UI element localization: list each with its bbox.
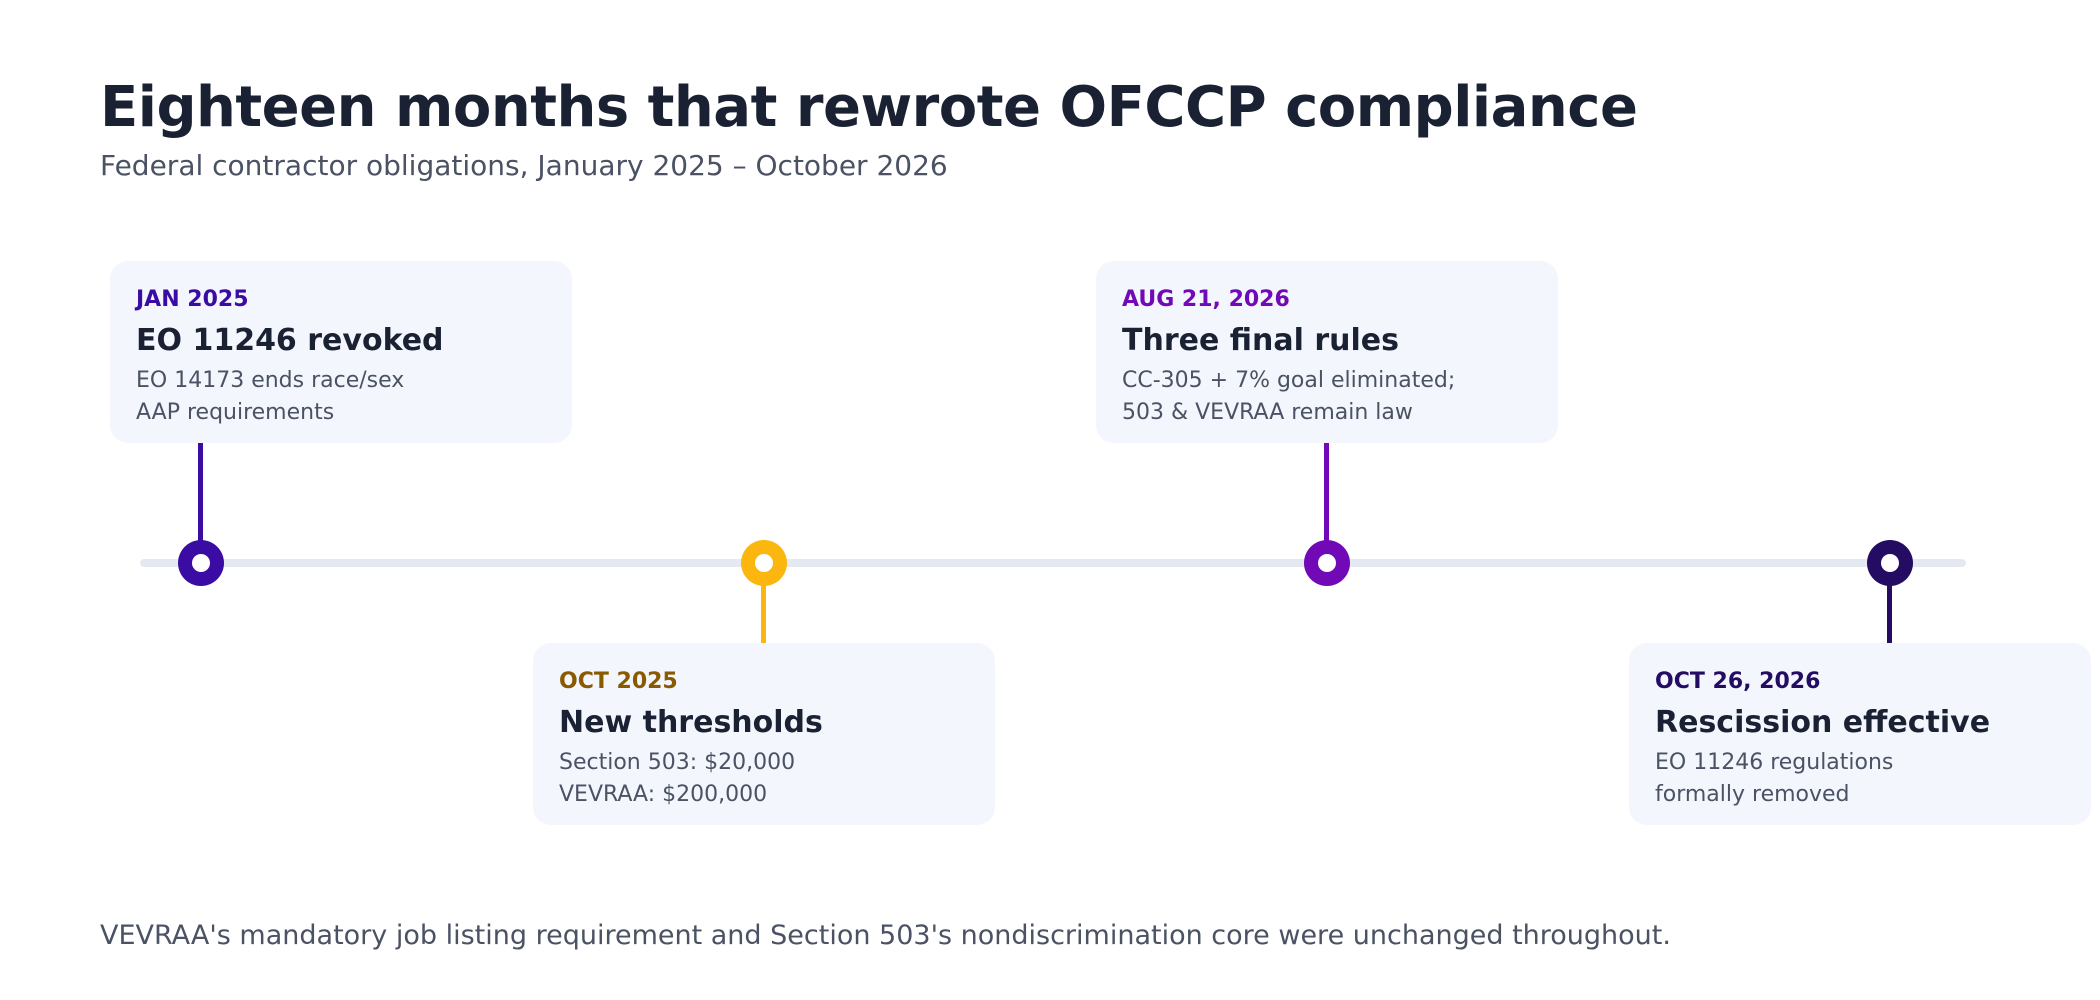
event-date: OCT 26, 2026 — [1655, 669, 1821, 694]
event-card: AUG 21, 2026 Three final rules CC-305 + … — [1096, 261, 1558, 443]
event-heading: EO 11246 revoked — [136, 323, 444, 358]
event-heading: Three final rules — [1122, 323, 1399, 358]
event-description: EO 11246 regulations formally removed — [1655, 747, 2065, 811]
page-title: Eighteen months that rewrote OFCCP compl… — [100, 75, 1638, 140]
event-description-line: formally removed — [1655, 782, 1850, 807]
event-description-line: EO 11246 regulations — [1655, 750, 1894, 775]
timeline-marker-dot — [178, 540, 224, 586]
event-date: JAN 2025 — [136, 287, 249, 312]
event-date: OCT 2025 — [559, 669, 678, 694]
timeline-stem — [198, 440, 203, 560]
timeline-marker-dot — [1867, 540, 1913, 586]
page-subtitle: Federal contractor obligations, January … — [100, 149, 948, 182]
timeline-track — [140, 559, 1966, 567]
event-description-line: 503 & VEVRAA remain law — [1122, 400, 1413, 425]
event-description: Section 503: $20,000 VEVRAA: $200,000 — [559, 747, 969, 811]
event-card: OCT 26, 2026 Rescission effective EO 112… — [1629, 643, 2091, 825]
event-description: EO 14173 ends race/sex AAP requirements — [136, 365, 546, 429]
event-card: JAN 2025 EO 11246 revoked EO 14173 ends … — [110, 261, 572, 443]
timeline-stem — [1324, 440, 1329, 560]
event-description-line: AAP requirements — [136, 400, 335, 425]
event-description-line: CC-305 + 7% goal eliminated; — [1122, 368, 1456, 393]
event-date: AUG 21, 2026 — [1122, 287, 1290, 312]
event-description: CC-305 + 7% goal eliminated; 503 & VEVRA… — [1122, 365, 1532, 429]
event-description-line: Section 503: $20,000 — [559, 750, 796, 775]
timeline-stem — [761, 566, 766, 644]
timeline-marker-dot — [741, 540, 787, 586]
event-description-line: VEVRAA: $200,000 — [559, 782, 768, 807]
timeline-marker-dot — [1304, 540, 1350, 586]
event-card: OCT 2025 New thresholds Section 503: $20… — [533, 643, 995, 825]
timeline-stem — [1887, 566, 1892, 644]
event-description-line: EO 14173 ends race/sex — [136, 368, 405, 393]
event-heading: Rescission effective — [1655, 705, 1991, 740]
event-heading: New thresholds — [559, 705, 823, 740]
footnote: VEVRAA's mandatory job listing requireme… — [100, 920, 1671, 951]
